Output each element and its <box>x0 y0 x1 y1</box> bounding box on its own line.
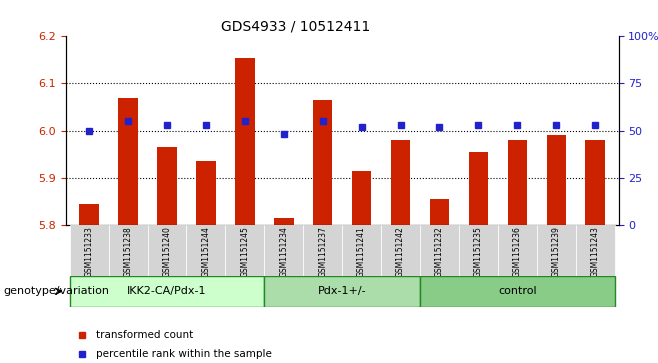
Bar <box>70 276 265 307</box>
Bar <box>313 100 332 225</box>
Bar <box>186 225 226 276</box>
Bar <box>507 140 527 225</box>
Text: GSM1151244: GSM1151244 <box>201 227 211 277</box>
Text: GSM1151245: GSM1151245 <box>240 227 249 277</box>
Bar <box>303 225 342 276</box>
Text: GSM1151243: GSM1151243 <box>591 227 599 277</box>
Bar <box>352 171 371 225</box>
Bar <box>109 225 147 276</box>
Bar <box>196 162 216 225</box>
Text: GSM1151234: GSM1151234 <box>279 227 288 277</box>
Bar <box>265 225 303 276</box>
Bar <box>147 225 186 276</box>
Text: GSM1151232: GSM1151232 <box>435 227 444 277</box>
Bar <box>391 140 411 225</box>
Bar <box>235 58 255 225</box>
Bar <box>430 199 449 225</box>
Text: genotype/variation: genotype/variation <box>3 286 109 297</box>
Bar <box>547 135 566 225</box>
Text: GSM1151235: GSM1151235 <box>474 227 483 277</box>
Text: IKK2-CA/Pdx-1: IKK2-CA/Pdx-1 <box>127 286 207 296</box>
Bar <box>265 276 420 307</box>
Text: GSM1151242: GSM1151242 <box>396 227 405 277</box>
Bar <box>420 225 459 276</box>
Text: GSM1151236: GSM1151236 <box>513 227 522 277</box>
Bar <box>381 225 420 276</box>
Text: Pdx-1+/-: Pdx-1+/- <box>318 286 367 296</box>
Text: GSM1151237: GSM1151237 <box>318 227 327 277</box>
Text: transformed count: transformed count <box>96 330 193 340</box>
Text: GSM1151239: GSM1151239 <box>552 227 561 277</box>
Bar <box>586 140 605 225</box>
Bar <box>157 147 177 225</box>
Bar <box>420 276 615 307</box>
Bar <box>80 204 99 225</box>
Bar <box>274 218 293 225</box>
Text: control: control <box>498 286 537 296</box>
Text: GSM1151238: GSM1151238 <box>124 227 132 277</box>
Text: GSM1151233: GSM1151233 <box>85 227 93 277</box>
Text: GSM1151241: GSM1151241 <box>357 227 366 277</box>
Bar <box>118 98 138 225</box>
Bar <box>226 225 265 276</box>
Text: percentile rank within the sample: percentile rank within the sample <box>96 349 272 359</box>
Text: GSM1151240: GSM1151240 <box>163 227 172 277</box>
Bar <box>576 225 615 276</box>
Bar <box>459 225 498 276</box>
Bar <box>468 152 488 225</box>
Bar <box>537 225 576 276</box>
Bar <box>342 225 381 276</box>
Bar <box>498 225 537 276</box>
Text: GDS4933 / 10512411: GDS4933 / 10512411 <box>222 20 370 34</box>
Bar <box>70 225 109 276</box>
